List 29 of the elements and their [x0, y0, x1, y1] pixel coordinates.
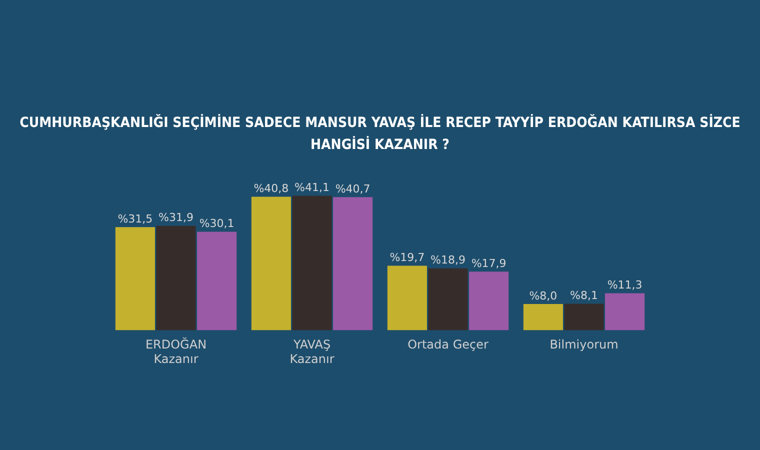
data-label: %8,0 — [529, 289, 558, 302]
data-label: %11,3 — [607, 278, 642, 292]
bar — [428, 268, 468, 330]
bar — [387, 266, 427, 330]
data-label: %18,9 — [430, 254, 466, 267]
data-label: %8,1 — [570, 289, 598, 302]
data-label: %40,8 — [254, 182, 289, 196]
bar — [197, 232, 237, 330]
data-label: %40,7 — [335, 182, 370, 196]
bar — [469, 272, 509, 330]
data-label: %31,9 — [158, 211, 194, 224]
x-tick-label: Bilmiyorum — [550, 338, 618, 352]
data-label: %30,1 — [199, 217, 234, 230]
bar — [292, 196, 332, 330]
bar — [115, 227, 155, 330]
data-label: %41,1 — [294, 181, 330, 194]
bar — [523, 304, 563, 330]
x-tick-label: YAVAŞ Kazanır — [290, 338, 334, 366]
data-label: %31,5 — [118, 212, 153, 226]
bar — [333, 197, 373, 330]
data-label: %17,9 — [471, 257, 506, 270]
bar — [564, 304, 604, 330]
bar — [605, 293, 645, 330]
data-label: %19,7 — [390, 251, 425, 264]
x-tick-label: ERDOĞAN Kazanır — [145, 336, 207, 366]
x-tick-label: Ortada Geçer — [408, 338, 488, 352]
bar — [156, 226, 196, 330]
bar — [251, 196, 291, 330]
chart-title: CUMHURBAŞKANLIĞI SEÇİMİNE SADECE MANSUR YAVAŞ İLE RECEP TAYYİP ERDOĞAN KATILIRSA SİZCE HANGİSİ KAZANIR ? — [18, 113, 742, 155]
